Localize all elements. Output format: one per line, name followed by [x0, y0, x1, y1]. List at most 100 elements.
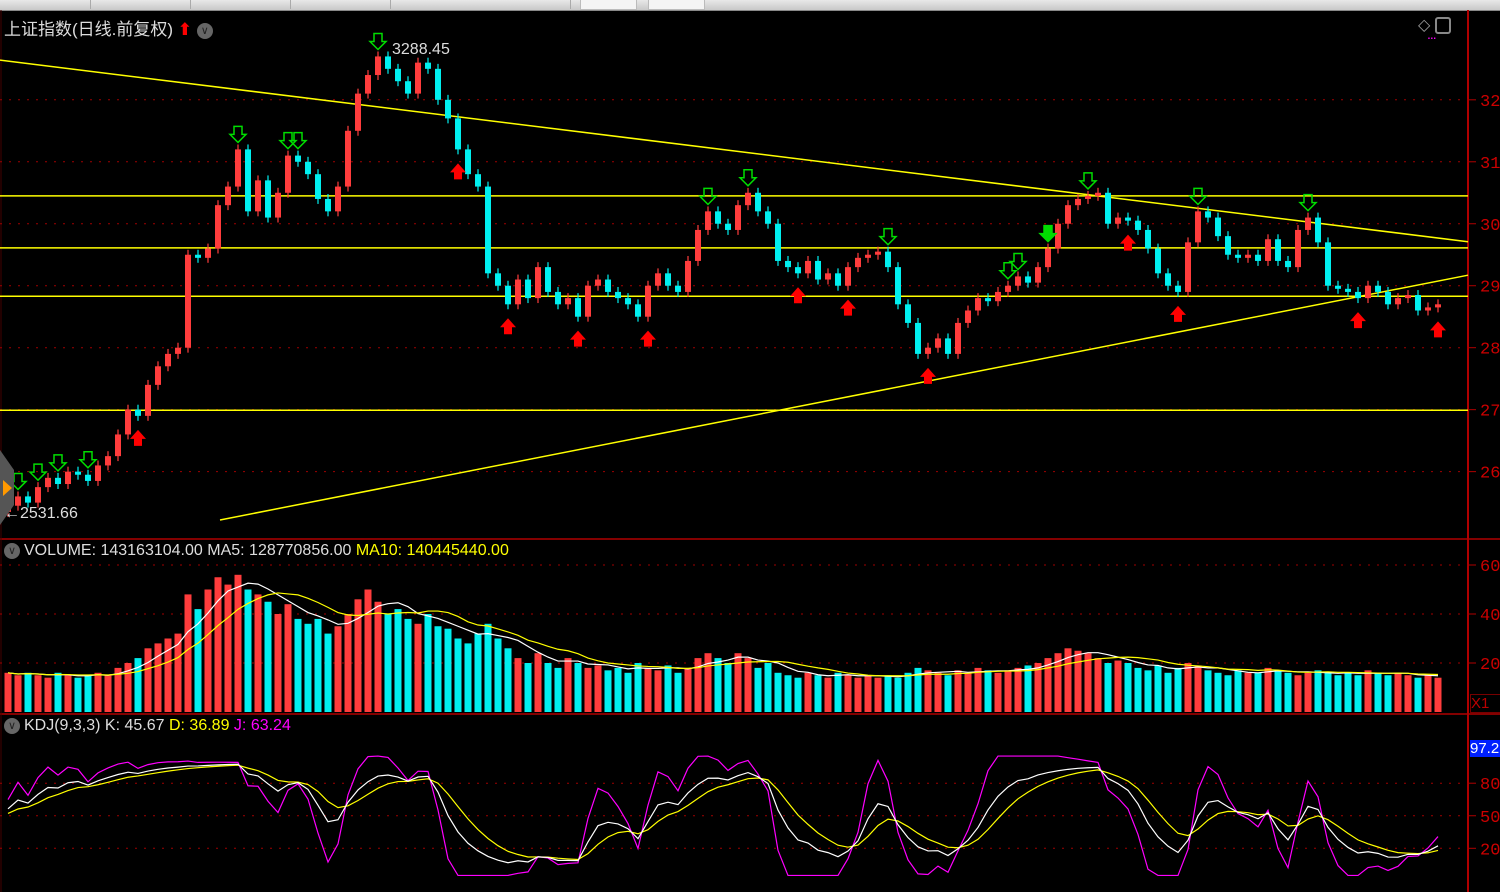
diamond-icon[interactable]: ◇: [1418, 17, 1431, 34]
sell-signal-arrow-icon: [48, 454, 68, 472]
volume-bar: [314, 618, 322, 712]
candle-body: [135, 409, 141, 416]
candle-body: [795, 267, 801, 274]
candle-body: [455, 118, 461, 150]
candle-body: [295, 155, 301, 162]
candle-body: [1415, 295, 1421, 311]
volume-bar: [1034, 663, 1042, 712]
candle-body: [1215, 217, 1221, 237]
volume-bar: [1434, 677, 1442, 712]
buy-signal-arrow-icon: [920, 367, 936, 384]
candle-body: [1005, 285, 1011, 292]
candle-body: [855, 257, 861, 268]
tab-highlighted[interactable]: [580, 0, 637, 10]
volume-bar: [1074, 650, 1082, 712]
sell-signal-arrow-icon: [1298, 193, 1318, 212]
candle-body: [755, 192, 761, 212]
volume-bar: [944, 675, 952, 712]
candle-body: [955, 322, 961, 354]
axis-tick-label: 2800: [1480, 341, 1500, 360]
volume-legend: ∨ VOLUME: 143163104.00 MA5: 128770856.00 …: [4, 542, 509, 560]
volume-bar: [874, 677, 882, 712]
volume-bar: [524, 663, 532, 712]
volume-bar: [424, 614, 432, 712]
volume-bar: [1004, 670, 1012, 712]
candle-body: [655, 273, 661, 286]
chart-title: 上证指数(日线.前复权) ⬆ ∨: [4, 15, 217, 40]
candle-body: [825, 273, 831, 280]
candle-body: [45, 477, 51, 488]
volume-bar: [854, 677, 862, 712]
tab[interactable]: [290, 0, 391, 9]
candle-body: [255, 180, 261, 212]
volume-bar: [1324, 672, 1332, 712]
panel-toggle-icon[interactable]: [1434, 17, 1451, 35]
candle-body: [675, 285, 681, 292]
volume-bar: [94, 672, 102, 712]
volume-bar: [494, 638, 502, 712]
tab[interactable]: [90, 0, 191, 9]
candle-body: [145, 384, 151, 416]
candle-body: [1075, 198, 1081, 206]
candle-body: [205, 248, 211, 258]
candle-body: [1145, 229, 1151, 249]
candle-body: [1255, 254, 1261, 261]
volume-bar: [464, 643, 472, 712]
chevron-down-circle-icon[interactable]: ∨: [4, 542, 20, 559]
candle-body: [605, 279, 611, 292]
sell-signal-arrow-icon: [368, 32, 388, 51]
tab[interactable]: [30, 0, 91, 9]
candle-body: [665, 273, 671, 286]
volume-bar: [364, 589, 372, 712]
top-tab-strip: [0, 0, 1500, 11]
volume-bar: [664, 665, 672, 712]
candle-body: [625, 298, 631, 305]
candle-body: [745, 192, 751, 206]
chevron-down-circle-icon[interactable]: ∨: [196, 22, 213, 39]
sell-signal-arrow-icon: [1008, 252, 1028, 271]
more-icon[interactable]: ...: [1427, 26, 1437, 42]
volume-bar: [1104, 663, 1112, 712]
candle-body: [565, 298, 571, 305]
candle-body: [315, 174, 321, 199]
volume-bar: [994, 672, 1002, 712]
volume-bar: [644, 667, 652, 712]
sell-signal-arrow-icon: [78, 451, 98, 469]
volume-bar: [984, 670, 992, 712]
tab[interactable]: [190, 0, 291, 9]
candle-body: [1345, 288, 1351, 292]
volume-bar: [1164, 672, 1172, 712]
volume-bar: [694, 658, 702, 712]
volume-bar: [334, 626, 342, 712]
candle-body: [265, 180, 271, 218]
candle-body: [525, 279, 531, 299]
volume-bar: [1084, 653, 1092, 712]
volume-bar: [514, 658, 522, 712]
buy-signal-arrow-icon: [1170, 305, 1186, 322]
volume-bar: [1314, 670, 1322, 712]
tab[interactable]: [390, 0, 571, 9]
sell-signal-arrow-icon: [1038, 224, 1058, 243]
candle-body: [715, 211, 721, 224]
sell-signal-arrow-icon: [998, 262, 1018, 280]
volume-bar: [1094, 658, 1102, 712]
volume-bar: [934, 672, 942, 712]
volume-bar: [1244, 672, 1252, 712]
candle-body: [575, 298, 581, 317]
volume-bar: [84, 675, 92, 712]
candle-body: [1035, 267, 1041, 283]
volume-bar: [294, 618, 302, 712]
chevron-down-circle-icon[interactable]: ∨: [4, 717, 20, 734]
buy-signal-arrow-icon: [1430, 321, 1446, 338]
candle-body: [865, 254, 871, 258]
candle-body: [1275, 239, 1281, 261]
volume-bar: [704, 653, 712, 712]
tab-highlighted[interactable]: [648, 0, 705, 10]
volume-bar: [44, 677, 52, 712]
volume-bar: [604, 670, 612, 712]
candle-body: [115, 434, 121, 457]
candle-body: [385, 56, 391, 69]
volume-bar: [574, 663, 582, 712]
volume-bar: [264, 601, 272, 712]
